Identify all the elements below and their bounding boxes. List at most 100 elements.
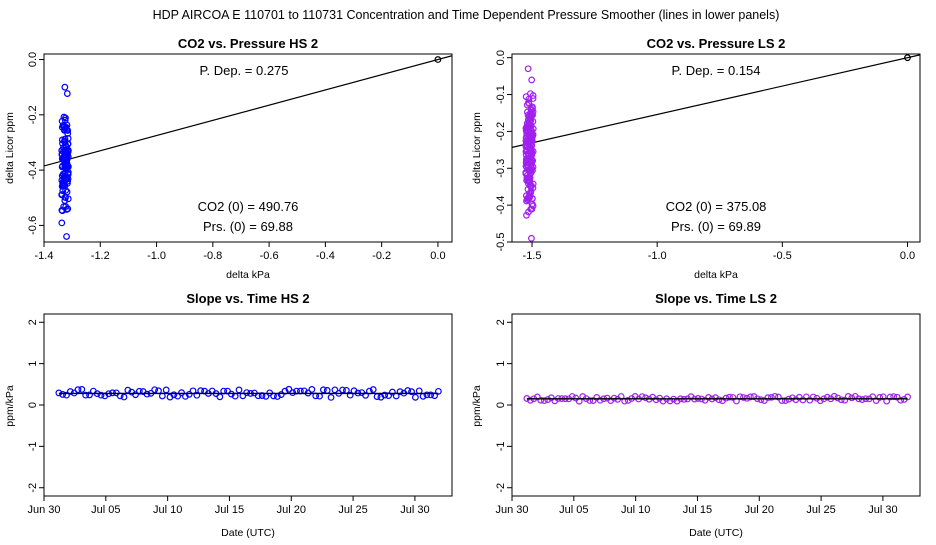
prs-zero-annotation: Prs. (0) = 69.89 [671,219,761,234]
data-point [522,127,530,135]
data-point [60,154,67,162]
plot-frame [511,53,921,243]
fit-line [512,54,920,148]
data-point [64,149,71,157]
x-tick-label: Jul 15 [215,504,244,516]
data-point [59,122,67,129]
y-tick-label: -0.4 [495,196,507,215]
y-tick-label: -0.6 [27,216,39,235]
data-point [143,390,151,398]
data-point [60,137,68,145]
data-point [528,132,536,140]
data-point [528,234,535,242]
data-point [823,393,831,401]
x-axis-label: Date (UTC) [689,527,743,539]
data-point [388,388,396,396]
data-point [529,95,537,102]
x-tick-label: Jul 05 [559,504,588,516]
data-point [66,388,74,395]
data-point [767,393,775,401]
data-point [572,394,580,402]
x-tick-label: -1.5 [523,250,542,262]
data-point [435,387,442,395]
data-point [362,391,369,399]
y-tick-label: -0.2 [495,122,507,141]
data-point [652,396,660,404]
data-point [837,396,845,404]
data-point [243,389,251,397]
x-tick-label: -1.4 [35,250,54,262]
data-point [120,393,128,401]
data-point [63,153,71,161]
data-point [537,396,545,404]
y-tick-label: -0.1 [495,85,507,104]
x-tick-label: Jul 20 [745,504,774,516]
data-point [523,195,531,202]
data-point [308,386,316,393]
data-point [78,386,86,393]
data-point [58,219,66,227]
y-tick-label: -2 [495,483,507,493]
data-point [524,149,532,157]
y-tick-label: 1 [27,361,39,367]
x-tick-label: Jul 25 [338,504,367,516]
plot-frame [511,313,921,497]
prs-zero-annotation: Prs. (0) = 69.88 [203,219,293,234]
x-tick-label: -0.4 [316,250,335,262]
chart-slope-vs-time-ls2: Slope vs. Time LS 2 Date (UTC) ppm/kPa J… [471,291,921,539]
data-point [346,391,354,399]
data-point [528,76,536,84]
x-tick-label: Jul 25 [806,504,835,516]
y-tick-label: -0.5 [495,233,507,252]
x-tick-label: Jul 30 [868,504,897,516]
x-tick-label: Jul 05 [91,504,120,516]
y-tick-label: -1 [27,441,39,451]
data-point [747,393,754,401]
data-point [151,386,159,394]
data-point [58,191,66,199]
chart-title: Slope vs. Time HS 2 [186,291,309,306]
y-axis-label: delta Licor ppm [4,112,16,184]
data-point [816,397,824,405]
data-point [74,386,82,394]
y-tick-label: 0 [27,402,39,408]
data-point [427,391,435,399]
data-point [726,393,733,401]
x-tick-label: Jun 30 [27,504,60,516]
x-axis-label: delta kPa [226,269,270,281]
co2-zero-annotation: CO2 (0) = 375.08 [666,199,767,214]
data-point [97,391,105,399]
chart-co2-vs-pressure-hs2: CO2 vs. Pressure HS 2 delta kPa delta Li… [4,36,453,281]
y-tick-label: -2 [27,483,39,493]
y-tick-label: -0.3 [495,159,507,178]
data-point [135,387,143,395]
x-tick-label: -1.0 [648,250,667,262]
data-point [529,103,536,111]
data-point [132,391,139,399]
data-point [778,397,786,405]
data-point [63,391,70,399]
plot-area [512,54,920,242]
data-point [788,394,796,402]
x-tick-label: Jul 30 [400,504,429,516]
data-point [61,83,69,91]
x-tick-label: Jul 10 [153,504,182,516]
data-point [904,393,912,401]
chart-slope-vs-time-hs2: Slope vs. Time HS 2 Date (UTC) ppm/kPa J… [4,291,453,539]
data-point [526,396,534,404]
x-tick-label: 0.0 [430,250,445,262]
data-point [526,90,534,97]
data-point [155,387,162,395]
data-point [185,390,193,398]
data-point [525,113,533,121]
y-tick-label: 2 [495,319,507,325]
data-point [235,386,243,394]
data-point [523,211,530,219]
data-point [411,393,419,401]
data-point [62,123,70,131]
data-point [178,389,185,397]
y-tick-label: 2 [27,319,39,325]
data-point [524,162,532,170]
fit-line [44,55,452,167]
